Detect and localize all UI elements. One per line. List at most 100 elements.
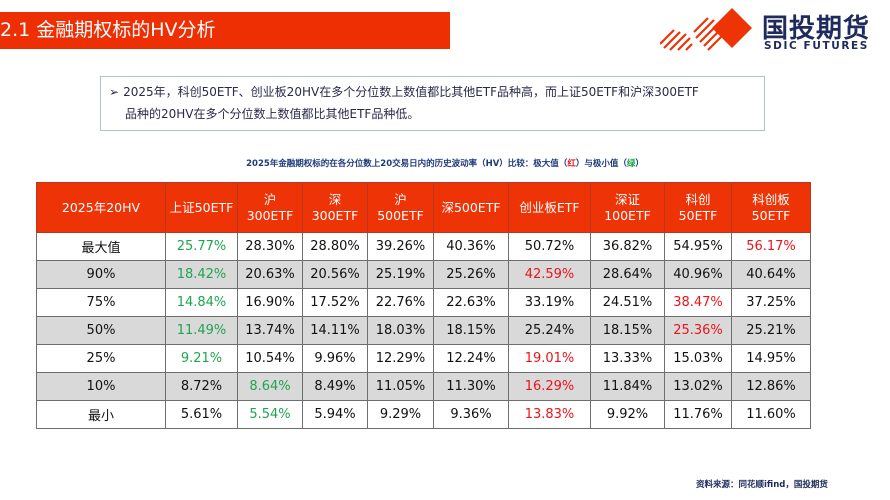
- column-header: 科创 50ETF: [664, 182, 732, 233]
- table-cell: 18.42%: [165, 260, 238, 289]
- table-cell: 25.21%: [731, 316, 811, 345]
- table-cell: 19.01%: [508, 344, 591, 373]
- column-header: 上证50ETF: [165, 182, 238, 233]
- table-cell: 5.54%: [237, 400, 303, 429]
- table-cell: 40.64%: [731, 260, 811, 289]
- row-label: 75%: [36, 288, 166, 317]
- table-row: 最小 5.61% 5.54% 5.94% 9.29% 9.36% 13.83% 9.92% 11…: [36, 400, 811, 429]
- table-cell: 10.54%: [237, 344, 303, 373]
- table-cell: 25.77%: [165, 232, 238, 261]
- table-cell: 17.52%: [302, 288, 368, 317]
- section-title: 2.1 金融期权标的HV分析: [0, 12, 450, 49]
- column-header: 深500ETF: [433, 182, 509, 233]
- table-cell: 11.60%: [731, 400, 811, 429]
- table-cell: 13.83%: [508, 400, 591, 429]
- column-header: 深证 100ETF: [590, 182, 665, 233]
- table-cell: 15.03%: [664, 344, 732, 373]
- table-cell: 9.29%: [367, 400, 434, 429]
- table-cell: 11.05%: [367, 372, 434, 401]
- table-cell: 28.64%: [590, 260, 665, 289]
- table-cell: 8.72%: [165, 372, 238, 401]
- table-cell: 25.19%: [367, 260, 434, 289]
- table-cell: 14.11%: [302, 316, 368, 345]
- table-cell: 5.61%: [165, 400, 238, 429]
- table-row: 最大值 25.77% 28.30% 28.80% 39.26% 40.36% 50.72% 3…: [36, 232, 811, 261]
- table-cell: 56.17%: [731, 232, 811, 261]
- table-cell: 5.94%: [302, 400, 368, 429]
- source-note: 资料来源：同花顺ifind，国投期货: [696, 480, 828, 490]
- table-cell: 28.80%: [302, 232, 368, 261]
- table-cell: 16.90%: [237, 288, 303, 317]
- caption-green-marker: 绿: [626, 159, 636, 169]
- table-cell: 54.95%: [664, 232, 732, 261]
- table-cell: 11.84%: [590, 372, 665, 401]
- column-header: 2025年20HV: [36, 182, 166, 233]
- table-cell: 18.15%: [590, 316, 665, 345]
- table-cell: 9.96%: [302, 344, 368, 373]
- table-cell: 24.51%: [590, 288, 665, 317]
- table-cell: 50.72%: [508, 232, 591, 261]
- table-header-row: 2025年20HV 上证50ETF 沪 300ETF 深 300ETF 沪 500ETF 深50…: [36, 182, 811, 233]
- table-cell: 42.59%: [508, 260, 591, 289]
- table-cell: 28.30%: [237, 232, 303, 261]
- table-cell: 11.76%: [664, 400, 732, 429]
- table-cell: 39.26%: [367, 232, 434, 261]
- table-cell: 25.26%: [433, 260, 509, 289]
- table-cell: 22.76%: [367, 288, 434, 317]
- table-cell: 11.49%: [165, 316, 238, 345]
- table-cell: 12.29%: [367, 344, 434, 373]
- table-row: 75% 14.84% 16.90% 17.52% 22.76% 22.63% 33.19% 2…: [36, 288, 811, 317]
- table-cell: 16.29%: [508, 372, 591, 401]
- row-label: 10%: [36, 372, 166, 401]
- sdic-logo-icon: [660, 8, 752, 51]
- row-label: 25%: [36, 344, 166, 373]
- table-cell: 9.92%: [590, 400, 665, 429]
- table-cell: 25.36%: [664, 316, 732, 345]
- table-cell: 8.49%: [302, 372, 368, 401]
- column-header: 创业板ETF: [508, 182, 591, 233]
- table-cell: 22.63%: [433, 288, 509, 317]
- row-label: 最小: [36, 400, 166, 429]
- arrow-bullet-icon: ➢: [109, 85, 120, 99]
- column-header: 沪 300ETF: [237, 182, 303, 233]
- table-cell: 13.74%: [237, 316, 303, 345]
- column-header: 深 300ETF: [302, 182, 368, 233]
- table-cell: 20.56%: [302, 260, 368, 289]
- table-cell: 38.47%: [664, 288, 732, 317]
- table-cell: 11.30%: [433, 372, 509, 401]
- table-cell: 9.21%: [165, 344, 238, 373]
- table-cell: 13.33%: [590, 344, 665, 373]
- summary-box: ➢ 2025年，科创50ETF、创业板20HV在多个分位数上数值都比其他ETF品种…: [100, 76, 765, 131]
- summary-line-1: ➢ 2025年，科创50ETF、创业板20HV在多个分位数上数值都比其他ETF品种…: [109, 85, 699, 99]
- table-cell: 33.19%: [508, 288, 591, 317]
- table-cell: 8.64%: [237, 372, 303, 401]
- summary-line-2: 品种的20HV在多个分位数上数值都比其他ETF品种低。: [125, 107, 420, 121]
- table-cell: 14.84%: [165, 288, 238, 317]
- table-cell: 25.24%: [508, 316, 591, 345]
- table-cell: 9.36%: [433, 400, 509, 429]
- table-row: 50% 11.49% 13.74% 14.11% 18.03% 18.15% 25.24% 1…: [36, 316, 811, 345]
- table-row: 90% 18.42% 20.63% 20.56% 25.19% 25.26% 42.59% 2…: [36, 260, 811, 289]
- table-cell: 18.03%: [367, 316, 434, 345]
- table-cell: 12.24%: [433, 344, 509, 373]
- row-label: 90%: [36, 260, 166, 289]
- table-row: 10% 8.72% 8.64% 8.49% 11.05% 11.30% 16.29% 11.8…: [36, 372, 811, 401]
- table-cell: 13.02%: [664, 372, 732, 401]
- table-cell: 18.15%: [433, 316, 509, 345]
- column-header: 沪 500ETF: [367, 182, 434, 233]
- table-cell: 40.36%: [433, 232, 509, 261]
- table-cell: 40.96%: [664, 260, 732, 289]
- hv-comparison-table: 2025年20HV 上证50ETF 沪 300ETF 深 300ETF 沪 500ETF 深50…: [36, 182, 811, 429]
- table-cell: 14.95%: [731, 344, 811, 373]
- table-cell: 20.63%: [237, 260, 303, 289]
- caption-red-marker: 红: [567, 159, 576, 169]
- table-cell: 36.82%: [590, 232, 665, 261]
- row-label: 50%: [36, 316, 166, 345]
- row-label: 最大值: [36, 232, 166, 261]
- column-header: 科创板 50ETF: [731, 182, 811, 233]
- logo-chinese-name: 国投期货: [762, 14, 871, 44]
- logo-english-name: SDIC FUTURES: [764, 40, 869, 52]
- table-cell: 12.86%: [731, 372, 811, 401]
- table-cell: 37.25%: [731, 288, 811, 317]
- company-logo: 国投期货 SDIC FUTURES: [660, 4, 885, 54]
